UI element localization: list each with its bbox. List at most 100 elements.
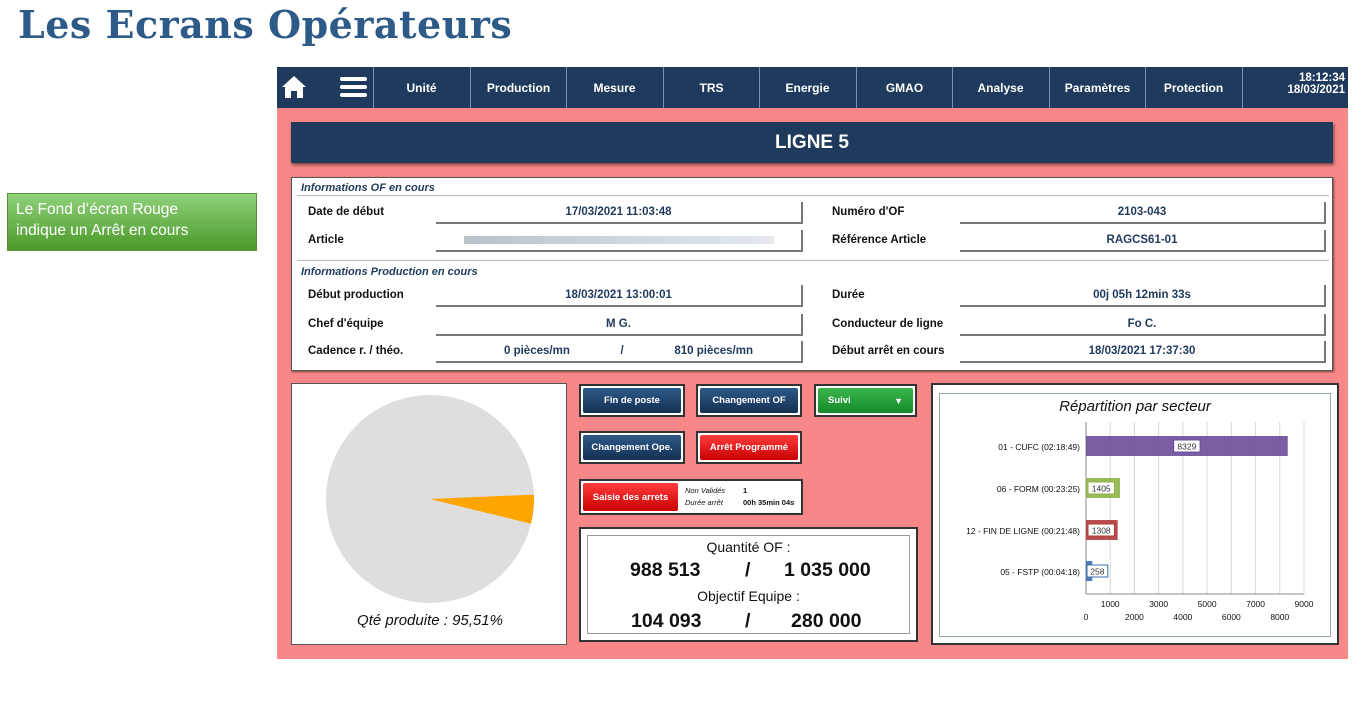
quantite-of-done: 988 513 [630, 559, 701, 581]
quantity-inner: Quantité OF : 988 513 / 1 035 000 Object… [587, 535, 910, 634]
stop-summary: Non Validés 1 Durée arrêt 00h 35min 04s [685, 485, 794, 509]
suivi-dropdown[interactable]: Suivi ▼ [814, 384, 917, 417]
label-cadence: Cadence r. / théo. [308, 345, 404, 357]
arret-programme-label: Arrêt Programmé [700, 435, 798, 460]
duree-arret-label: Durée arrêt [685, 498, 723, 507]
tick-label: 0 [1084, 612, 1089, 622]
value-conducteur: Fo C. [960, 314, 1326, 336]
tab-trs[interactable]: TRS [663, 67, 759, 108]
tick-label: 3000 [1149, 599, 1168, 609]
label-date-debut: Date de début [308, 206, 385, 218]
objectif-equipe-separator: / [745, 610, 751, 632]
cadence-theo: 810 pièces/mn [674, 345, 753, 357]
article-redacted [463, 236, 774, 244]
stop-entry-box: Saisie des arrets Non Validés 1 Durée arr… [579, 479, 803, 515]
changement-of-button[interactable]: Changement OF [696, 384, 802, 417]
fin-de-poste-label: Fin de poste [583, 388, 681, 413]
tab-parametres[interactable]: Paramètres [1049, 67, 1145, 108]
section-title-production: Informations Production en cours [301, 266, 478, 278]
duree-arret-value: 00h 35min 04s [743, 498, 795, 507]
hamburger-menu-icon [340, 77, 367, 97]
value-numero-of: 2103-043 [960, 202, 1326, 224]
callout-line-1: Le Fond d’écran Rouge [16, 201, 179, 218]
tick-label: 8000 [1270, 612, 1289, 622]
value-ref-article: RAGCS61-01 [960, 230, 1326, 252]
operator-screen: Unité Production Mesure TRS Energie GMAO… [277, 67, 1348, 659]
value-chef-equipe: M G. [436, 314, 803, 336]
tab-analyse[interactable]: Analyse [952, 67, 1048, 108]
quantite-of-total: 1 035 000 [784, 559, 871, 581]
value-date-debut: 17/03/2021 11:03:48 [436, 202, 803, 224]
data-label-box [1087, 523, 1115, 537]
section-title-of: Informations OF en cours [301, 182, 435, 194]
top-navbar: Unité Production Mesure TRS Energie GMAO… [277, 67, 1348, 108]
saisie-arrets-button[interactable]: Saisie des arrets [583, 483, 678, 511]
objectif-equipe-caption: Objectif Equipe : [697, 588, 800, 604]
tick-label: 5000 [1198, 599, 1217, 609]
cadence-separator: / [620, 345, 624, 357]
tab-protection[interactable]: Protection [1145, 67, 1241, 108]
data-label: 258 [1090, 567, 1104, 577]
pie-slice-remaining [430, 494, 534, 524]
sector-chart-panel: Répartition par secteur 01 - CUFC (02:18… [931, 383, 1339, 645]
category-label: 05 - FSTP (00:04:18) [1000, 567, 1080, 577]
cadence-real: 0 pièces/mn [504, 345, 570, 357]
production-pie [326, 395, 534, 603]
annotation-callout: Le Fond d’écran Rouge indique un Arrêt e… [7, 193, 257, 251]
info-panel: Informations OF en cours Date de début 1… [291, 177, 1333, 371]
arret-programme-button[interactable]: Arrêt Programmé [696, 431, 802, 464]
home-button[interactable] [277, 67, 311, 108]
data-label-box [1087, 481, 1115, 495]
objectif-equipe-total: 280 000 [791, 610, 862, 632]
line-title: LIGNE 5 [291, 122, 1333, 163]
tick-label: 7000 [1246, 599, 1265, 609]
suivi-inner: Suivi ▼ [818, 388, 913, 413]
quantite-of-caption: Quantité OF : [706, 539, 791, 555]
callout-line-2: indique un Arrêt en cours [16, 222, 189, 239]
fin-de-poste-button[interactable]: Fin de poste [579, 384, 685, 417]
suivi-label: Suivi [828, 395, 851, 406]
tab-mesure[interactable]: Mesure [566, 67, 662, 108]
tab-production[interactable]: Production [470, 67, 566, 108]
changement-ope-button[interactable]: Changement Ope. [579, 431, 685, 464]
chevron-down-icon: ▼ [894, 395, 903, 406]
tab-energie[interactable]: Energie [759, 67, 855, 108]
objectif-equipe-done: 104 093 [631, 610, 702, 632]
non-valides-label: Non Validés [685, 486, 726, 495]
data-label-box [1173, 439, 1201, 453]
clock-time: 18:12:34 [1298, 72, 1345, 84]
data-label: 8329 [1177, 442, 1196, 452]
production-pie-panel: Qté produite : 95,51% [291, 383, 567, 645]
quantite-of-separator: / [745, 559, 751, 581]
clock: 18:12:34 18/03/2021 [1242, 67, 1348, 108]
tab-unite[interactable]: Unité [373, 67, 469, 108]
value-debut-production: 18/03/2021 13:00:01 [436, 285, 803, 307]
sector-chart: Répartition par secteur 01 - CUFC (02:18… [939, 393, 1331, 637]
tick-label: 9000 [1295, 599, 1314, 609]
label-debut-production: Début production [308, 289, 404, 301]
data-label: 1405 [1092, 484, 1111, 494]
label-article: Article [308, 234, 344, 246]
category-label: 01 - CUFC (02:18:49) [998, 442, 1080, 452]
label-conducteur: Conducteur de ligne [832, 318, 944, 330]
data-label: 1308 [1092, 526, 1111, 536]
label-chef-equipe: Chef d'équipe [308, 318, 384, 330]
divider [297, 260, 1329, 261]
label-duree: Durée [832, 289, 865, 301]
changement-ope-label: Changement Ope. [583, 435, 681, 460]
home-icon [282, 76, 306, 98]
value-debut-arret: 18/03/2021 17:37:30 [960, 341, 1326, 363]
tick-label: 2000 [1125, 612, 1144, 622]
saisie-arrets-label: Saisie des arrets [583, 483, 678, 511]
changement-of-label: Changement OF [700, 388, 798, 413]
tick-label: 6000 [1222, 612, 1241, 622]
label-numero-of: Numéro d'OF [832, 206, 905, 218]
divider [297, 195, 1329, 196]
non-valides-value: 1 [743, 486, 748, 495]
menu-button[interactable] [337, 67, 371, 108]
tick-label: 4000 [1173, 612, 1192, 622]
tab-gmao[interactable]: GMAO [856, 67, 952, 108]
label-ref-article: Référence Article [832, 234, 927, 246]
clock-date: 18/03/2021 [1287, 84, 1345, 96]
tick-label: 1000 [1101, 599, 1120, 609]
